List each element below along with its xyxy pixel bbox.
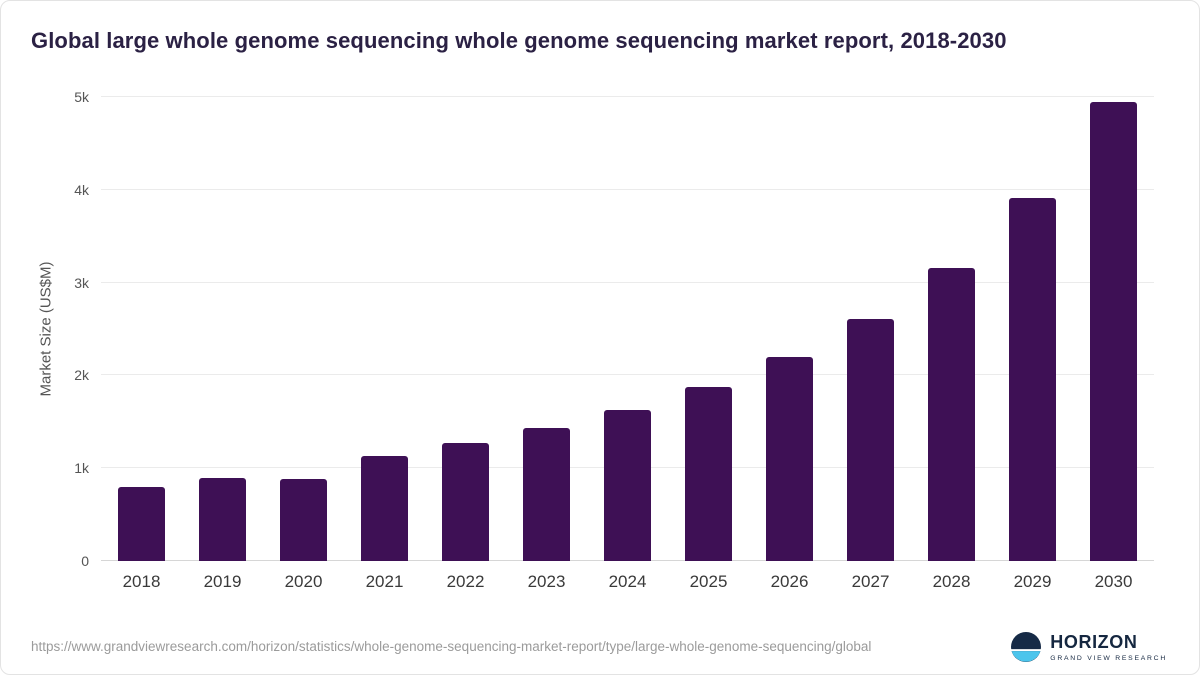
x-tick-label: 2021 [365,572,404,591]
y-tick-label: 5k [74,89,89,105]
x-tick-label: 2030 [1094,572,1133,591]
bar-2021 [361,455,408,561]
gridline [101,188,1154,190]
bar-2026 [766,356,813,561]
bar-2022 [442,443,489,561]
gridline [101,96,1154,97]
bar-slot [830,97,911,561]
horizon-globe-icon [1011,632,1042,662]
y-axis-title-label: Market Size (US$M) [37,261,55,397]
horizon-logo: HORIZON GRAND VIEW RESEARCH [1011,632,1167,662]
x-tick-label: 2027 [851,572,890,591]
bar-slot [749,97,830,561]
plot-wrap: 2018 2019 2020 2021 2022 2023 2024 2025 2026 2027… [101,96,1154,591]
bar-slot [992,97,1073,561]
bar-2023 [523,428,570,561]
bar-2024 [604,409,651,561]
bar-slot [263,97,344,561]
bar-slot [506,97,587,561]
x-tick-label: 2023 [527,572,566,591]
logo-text: HORIZON GRAND VIEW RESEARCH [1050,632,1167,662]
x-tick-label: 2019 [203,572,242,591]
y-tick-label: 0 [81,553,89,569]
bar-2020 [280,478,327,561]
x-tick-label: 2025 [689,572,728,591]
bar-2030 [1090,102,1137,561]
bar-slot [911,97,992,561]
bar-slot [101,97,182,561]
y-tick-label: 1k [74,460,89,477]
x-tick-label: 2022 [446,572,485,591]
chart-title: Global large whole genome sequencing who… [31,28,1007,53]
y-axis-ticks: 0 1k 2k 3k 4k 5k [61,89,101,569]
source-url: https://www.grandviewresearch.com/horizo… [31,638,872,654]
x-tick-label: 2026 [770,572,809,591]
bars [101,97,1154,561]
y-tick-label: 4k [74,181,89,198]
x-tick-label: 2024 [608,572,647,591]
bar-slot [668,97,749,561]
gridline [101,281,1154,283]
bar-2019 [199,478,246,561]
bar-2027 [847,318,894,561]
x-tick-label: 2029 [1013,572,1052,591]
x-tick-label: 2018 [122,572,161,591]
bar-2029 [1009,198,1056,561]
bar-slot [1073,97,1154,561]
x-axis-labels: 2018 2019 2020 2021 2022 2023 2024 2025 2026 2027… [101,572,1154,592]
bar-chart: Market Size (US$M) 0 1k 2k 3k 4k 5k 2018 2019 2… [31,89,1154,591]
bar-2028 [928,268,975,561]
gridline [101,374,1154,376]
footer: https://www.grandviewresearch.com/horizo… [31,632,1167,662]
bar-slot [425,97,506,561]
bar-slot [344,97,425,561]
logo-subtitle: GRAND VIEW RESEARCH [1050,655,1167,662]
bar-2018 [118,486,165,561]
y-tick-label: 3k [74,274,89,291]
x-tick-label: 2028 [932,572,971,591]
bar-2025 [685,386,732,561]
x-tick-label: 2020 [284,572,323,591]
y-axis-title: Market Size (US$M) [31,97,61,561]
y-tick-label: 2k [74,367,89,384]
bar-slot [182,97,263,561]
logo-name: HORIZON [1050,632,1138,652]
bar-slot [587,97,668,561]
